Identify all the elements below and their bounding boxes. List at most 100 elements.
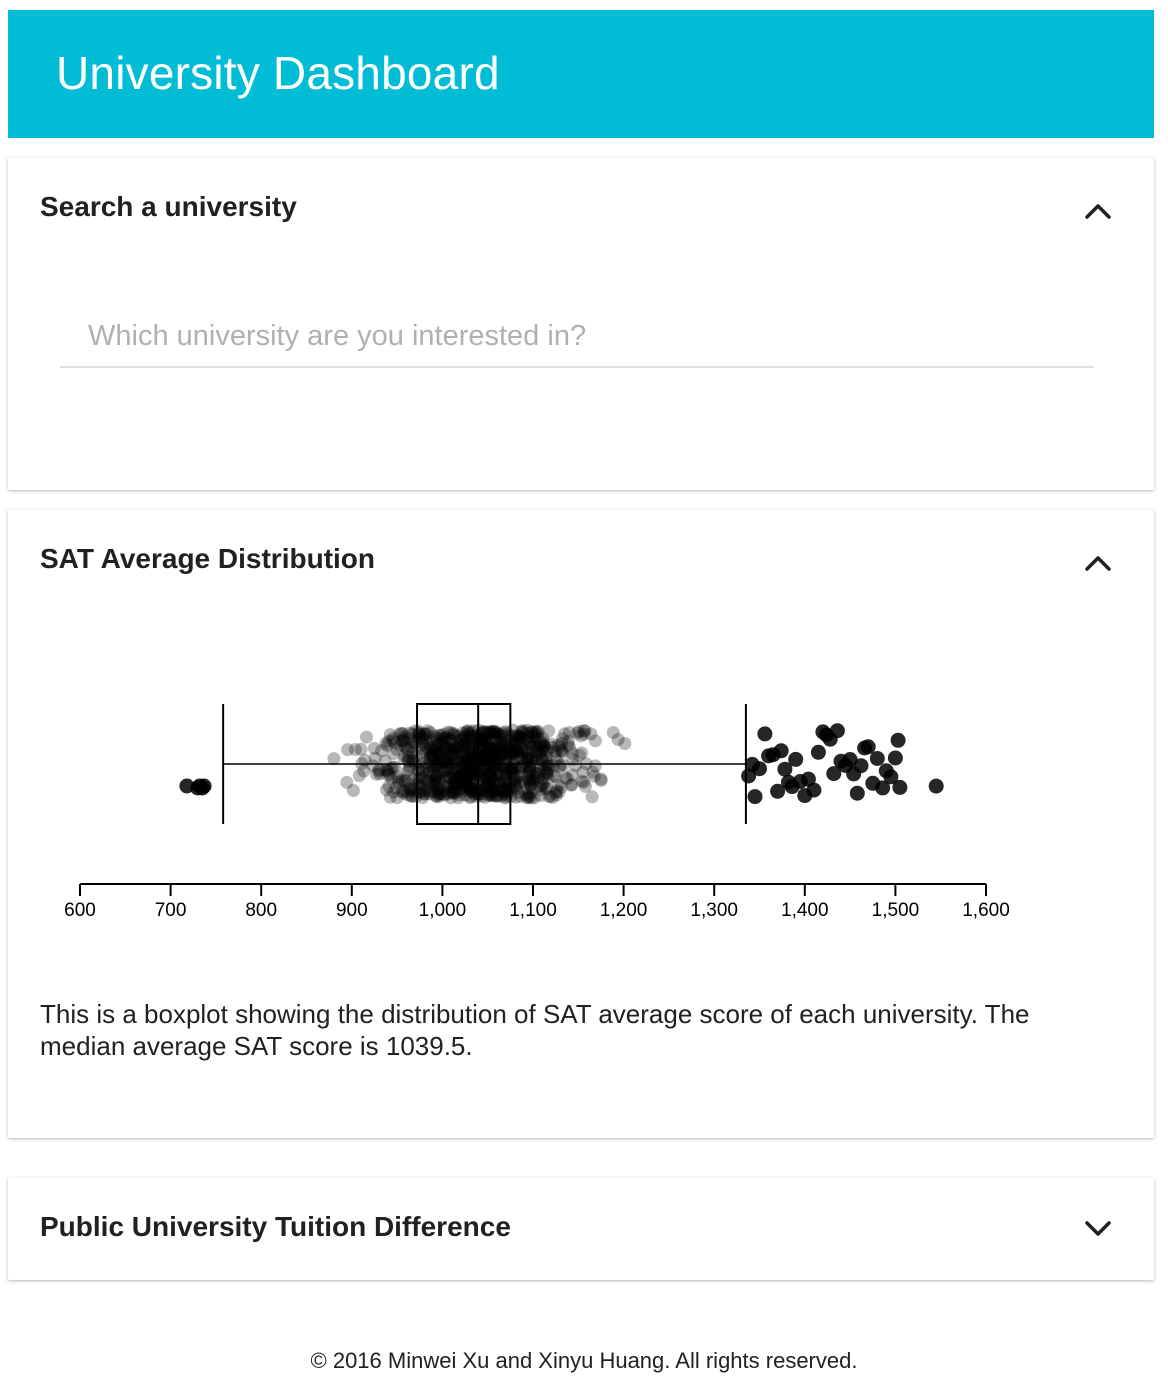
data-point bbox=[458, 750, 472, 763]
chevron-down-icon[interactable] bbox=[1084, 1220, 1112, 1238]
data-point bbox=[523, 737, 537, 751]
data-point bbox=[502, 776, 515, 790]
data-point bbox=[439, 771, 452, 784]
data-point bbox=[453, 777, 467, 791]
data-point bbox=[444, 742, 458, 756]
data-point bbox=[466, 742, 480, 756]
data-point bbox=[487, 729, 501, 743]
data-point bbox=[546, 759, 560, 773]
data-point bbox=[510, 743, 524, 757]
data-point bbox=[456, 766, 470, 780]
data-point bbox=[430, 759, 443, 773]
data-point bbox=[447, 728, 461, 742]
data-point bbox=[530, 767, 543, 781]
data-point bbox=[423, 750, 437, 764]
data-point bbox=[423, 785, 437, 799]
data-point bbox=[445, 747, 459, 761]
data-point bbox=[509, 729, 522, 743]
data-point bbox=[437, 788, 451, 802]
data-point bbox=[448, 783, 462, 797]
data-point bbox=[466, 764, 480, 778]
data-point bbox=[537, 739, 551, 753]
outlier-point bbox=[853, 758, 869, 774]
outlier-point bbox=[788, 751, 804, 767]
data-point bbox=[536, 743, 550, 757]
data-point bbox=[366, 759, 380, 773]
data-point bbox=[387, 785, 400, 799]
data-point bbox=[447, 775, 461, 789]
data-point bbox=[463, 768, 477, 782]
data-point bbox=[447, 770, 461, 784]
data-point bbox=[514, 724, 528, 738]
data-point bbox=[476, 778, 490, 792]
data-point bbox=[419, 783, 433, 797]
data-point bbox=[463, 742, 476, 756]
data-point bbox=[508, 742, 522, 756]
x-tick-label: 1,500 bbox=[872, 900, 920, 921]
data-point bbox=[450, 741, 463, 755]
data-point bbox=[522, 775, 536, 788]
data-point bbox=[435, 736, 449, 750]
data-point bbox=[549, 748, 562, 762]
x-tick-label: 900 bbox=[336, 900, 368, 921]
data-point bbox=[454, 770, 468, 784]
data-point bbox=[427, 749, 441, 763]
search-input[interactable] bbox=[60, 318, 1094, 368]
data-point bbox=[477, 751, 491, 765]
data-point bbox=[462, 763, 476, 777]
data-point bbox=[385, 772, 399, 785]
data-point bbox=[438, 738, 452, 752]
data-point bbox=[478, 726, 492, 740]
data-point bbox=[478, 737, 492, 751]
data-point bbox=[588, 759, 602, 773]
data-point bbox=[446, 784, 460, 798]
chevron-up-icon[interactable] bbox=[1084, 554, 1112, 572]
data-point bbox=[442, 785, 456, 799]
data-point bbox=[523, 778, 537, 792]
data-point bbox=[526, 751, 540, 765]
data-point bbox=[485, 785, 499, 799]
data-point bbox=[481, 725, 495, 739]
data-point bbox=[494, 752, 508, 766]
data-point bbox=[454, 736, 468, 750]
data-point bbox=[456, 764, 470, 778]
data-point bbox=[492, 775, 506, 788]
data-point bbox=[423, 726, 437, 739]
data-point bbox=[509, 736, 522, 749]
data-point bbox=[458, 779, 472, 793]
outlier-point bbox=[757, 726, 773, 742]
data-point bbox=[522, 790, 536, 804]
data-point bbox=[496, 784, 509, 798]
data-point bbox=[539, 765, 553, 778]
data-point bbox=[448, 785, 462, 799]
data-point bbox=[439, 731, 453, 745]
data-point bbox=[483, 776, 497, 790]
data-point bbox=[412, 731, 426, 745]
data-point bbox=[462, 749, 476, 763]
data-point bbox=[466, 765, 480, 779]
data-point bbox=[465, 752, 479, 765]
data-point bbox=[401, 777, 415, 791]
data-point bbox=[484, 770, 498, 784]
data-point bbox=[523, 764, 537, 778]
chevron-up-icon[interactable] bbox=[1084, 202, 1112, 220]
data-point bbox=[561, 734, 575, 748]
data-point bbox=[548, 744, 562, 758]
data-point bbox=[534, 779, 548, 793]
x-tick-label: 800 bbox=[245, 900, 277, 921]
outlier-point bbox=[869, 751, 885, 766]
data-point bbox=[453, 771, 467, 785]
data-point bbox=[509, 779, 523, 793]
chart-description: This is a boxplot showing the distributi… bbox=[40, 999, 1030, 1061]
data-point bbox=[405, 784, 418, 798]
outlier-point bbox=[196, 778, 212, 794]
data-point bbox=[540, 781, 554, 795]
data-point bbox=[521, 748, 535, 761]
data-point bbox=[480, 780, 494, 794]
data-point bbox=[536, 778, 550, 792]
data-point bbox=[443, 780, 456, 794]
data-point bbox=[482, 743, 496, 757]
data-point bbox=[489, 732, 503, 746]
data-point bbox=[451, 791, 465, 805]
data-point bbox=[469, 784, 483, 798]
